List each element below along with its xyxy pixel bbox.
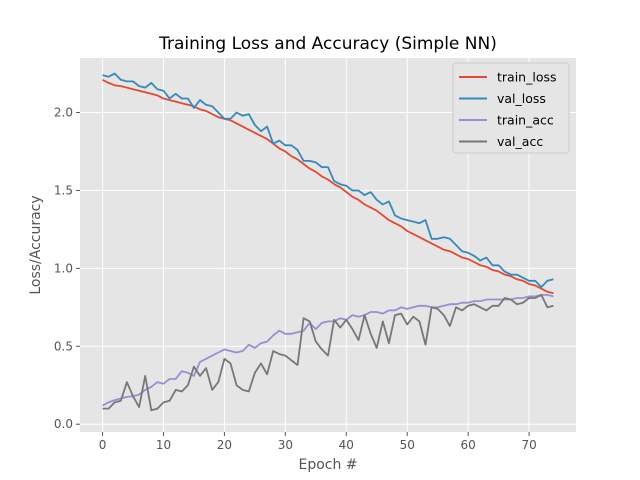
x-tick-label: 40 xyxy=(339,438,354,452)
legend-label-train-loss: train_loss xyxy=(497,70,557,85)
legend-label-train-acc: train_acc xyxy=(497,113,554,128)
y-tick-label: 0.5 xyxy=(54,339,73,353)
x-tick-label: 0 xyxy=(99,438,107,452)
x-tick-label: 70 xyxy=(521,438,536,452)
series-line-train-loss xyxy=(102,78,554,295)
y-tick-label: 0.0 xyxy=(54,417,73,431)
series-line-train-acc xyxy=(102,293,554,407)
y-tick-label: 1.5 xyxy=(54,183,73,197)
legend: train_loss val_loss train_acc val_acc xyxy=(452,62,570,154)
series-line-val-acc xyxy=(102,293,554,412)
legend-label-val-loss: val_loss xyxy=(497,91,546,106)
x-tick-label: 50 xyxy=(400,438,415,452)
chart-title: Training Loss and Accuracy (Simple NN) xyxy=(158,34,497,54)
x-tick-label: 30 xyxy=(278,438,293,452)
series-line-val-loss xyxy=(102,72,554,289)
x-tick-label: 60 xyxy=(461,438,476,452)
y-tick-label: 1.0 xyxy=(54,261,73,275)
y-tick-label: 2.0 xyxy=(54,106,73,120)
legend-label-val-acc: val_acc xyxy=(497,134,543,149)
x-tick-label: 20 xyxy=(217,438,232,452)
legend-box xyxy=(452,62,570,154)
y-axis-label: Loss/Accuracy xyxy=(28,195,44,294)
x-axis-label: Epoch # xyxy=(298,457,357,473)
x-tick-label: 10 xyxy=(156,438,171,452)
